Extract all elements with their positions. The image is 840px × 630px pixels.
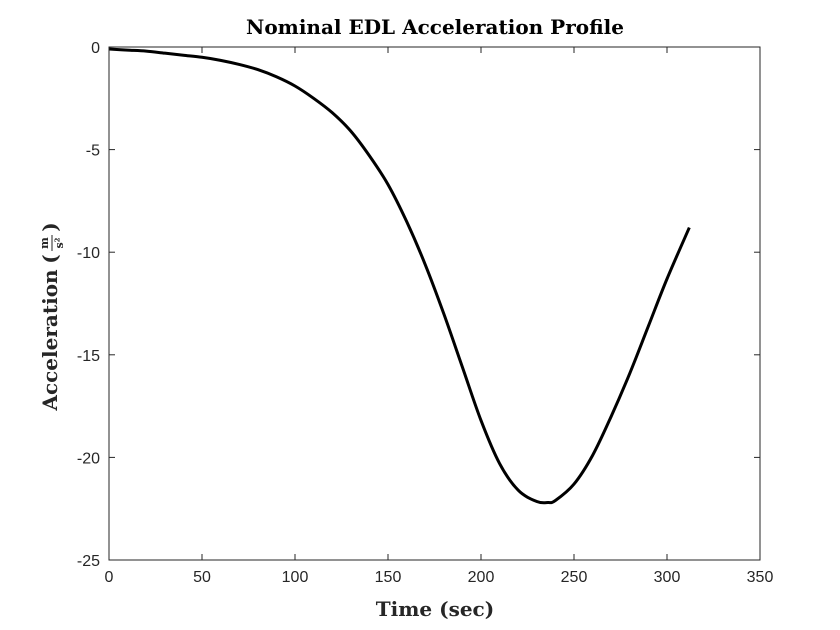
y-axis-unit-denominator: s² bbox=[53, 237, 66, 248]
y-tick-label: -20 bbox=[77, 450, 100, 467]
y-tick-label: 0 bbox=[91, 40, 100, 57]
plot-area bbox=[109, 47, 760, 560]
x-tick-label: 200 bbox=[468, 569, 495, 586]
y-axis-title-group: Acceleration ( m s² ) bbox=[38, 222, 66, 411]
y-axis-unit-numerator: m bbox=[38, 237, 51, 249]
x-tick-label: 250 bbox=[561, 569, 588, 586]
x-tick-label: 350 bbox=[747, 569, 774, 586]
x-tick-label: 150 bbox=[375, 569, 402, 586]
y-tick-label: -5 bbox=[86, 143, 100, 160]
y-tick-label: -25 bbox=[77, 553, 100, 570]
acceleration-series-line bbox=[108, 47, 691, 505]
chart-title: Nominal EDL Acceleration Profile bbox=[246, 15, 624, 39]
y-axis-unit-open-paren: ( bbox=[38, 254, 62, 263]
x-tick-label: 50 bbox=[193, 569, 211, 586]
y-tick-label: -10 bbox=[77, 245, 100, 262]
y-axis-unit-close-paren: ) bbox=[38, 222, 62, 231]
y-tick-label: -15 bbox=[77, 348, 100, 365]
x-axis-title: Time (sec) bbox=[376, 597, 494, 621]
x-tick-label: 300 bbox=[654, 569, 681, 586]
x-tick-label: 0 bbox=[105, 569, 114, 586]
x-tick-label: 100 bbox=[282, 569, 309, 586]
plot-frame bbox=[108, 46, 761, 561]
y-axis-title: Acceleration bbox=[38, 269, 62, 412]
